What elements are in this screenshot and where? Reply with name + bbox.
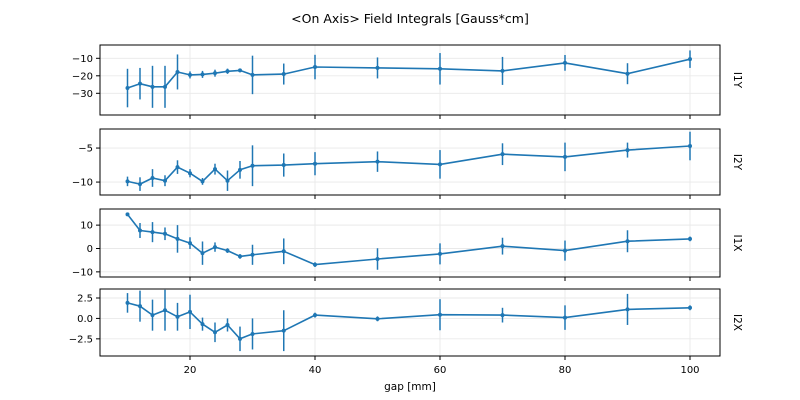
- subplot-i1x: 10 0 −10 I1X: [72, 208, 743, 281]
- axes-frame: [99, 288, 721, 357]
- data-line: [127, 302, 691, 340]
- y-tick-label: −20: [72, 71, 93, 82]
- data-markers: [125, 300, 692, 341]
- error-bars: [126, 50, 691, 108]
- y-axis-ticks: −10 −20 −30: [72, 54, 100, 100]
- x-tick-label: 20: [184, 365, 197, 376]
- axes-frame: [99, 44, 721, 116]
- panel-label-i1x: I1X: [731, 235, 743, 252]
- x-tick-label: 60: [434, 365, 447, 376]
- y-tick-label: −10: [72, 178, 93, 189]
- data-markers: [125, 57, 692, 91]
- axes-frame: [99, 208, 721, 278]
- y-tick-label: −5: [78, 144, 93, 155]
- data-markers: [125, 212, 692, 267]
- data-markers: [125, 144, 692, 187]
- gridlines: [100, 209, 720, 277]
- y-tick-label: −2.5: [69, 334, 93, 345]
- error-bars: [126, 213, 691, 270]
- y-axis-ticks: 2.5 0.0 −2.5: [69, 293, 100, 345]
- y-tick-label: −10: [72, 267, 93, 278]
- y-axis-ticks: 10 0 −10: [72, 221, 100, 278]
- error-bars: [126, 289, 691, 352]
- y-tick-label: 2.5: [77, 293, 93, 304]
- y-tick-label: 10: [80, 221, 93, 232]
- subplot-i1y: −10 −20 −30 I1Y: [72, 44, 743, 119]
- x-axis-ticks: [189, 115, 691, 119]
- data-line: [127, 58, 691, 89]
- subplot-i2y: −5 −10 I2Y: [72, 128, 743, 199]
- chart-title: <On Axis> Field Integrals [Gauss*cm]: [291, 11, 529, 26]
- x-axis-ticks: [189, 195, 691, 199]
- x-axis-ticks: [189, 277, 691, 281]
- y-tick-label: 0.0: [77, 314, 93, 325]
- x-axis-label: gap [mm]: [384, 381, 436, 393]
- panel-label-i2x: I2X: [731, 314, 743, 331]
- gridlines: [100, 129, 720, 195]
- x-tick-label: 100: [680, 365, 699, 376]
- subplot-i2x: 2.5 0.0 −2.5 20 40 60 80 100 I2X: [69, 288, 743, 376]
- axes-frame: [99, 128, 721, 196]
- panel-label-i2y: I2Y: [731, 154, 743, 171]
- panel-label-i1y: I1Y: [731, 72, 743, 89]
- data-line: [127, 145, 691, 185]
- y-axis-ticks: −5 −10: [72, 144, 100, 189]
- x-tick-label: 80: [559, 365, 572, 376]
- y-tick-label: −10: [72, 54, 93, 65]
- data-line: [126, 213, 691, 266]
- x-axis-ticks: 20 40 60 80 100: [184, 356, 700, 376]
- x-tick-label: 40: [309, 365, 322, 376]
- y-tick-label: −30: [72, 89, 93, 100]
- y-tick-label: 0: [87, 244, 93, 255]
